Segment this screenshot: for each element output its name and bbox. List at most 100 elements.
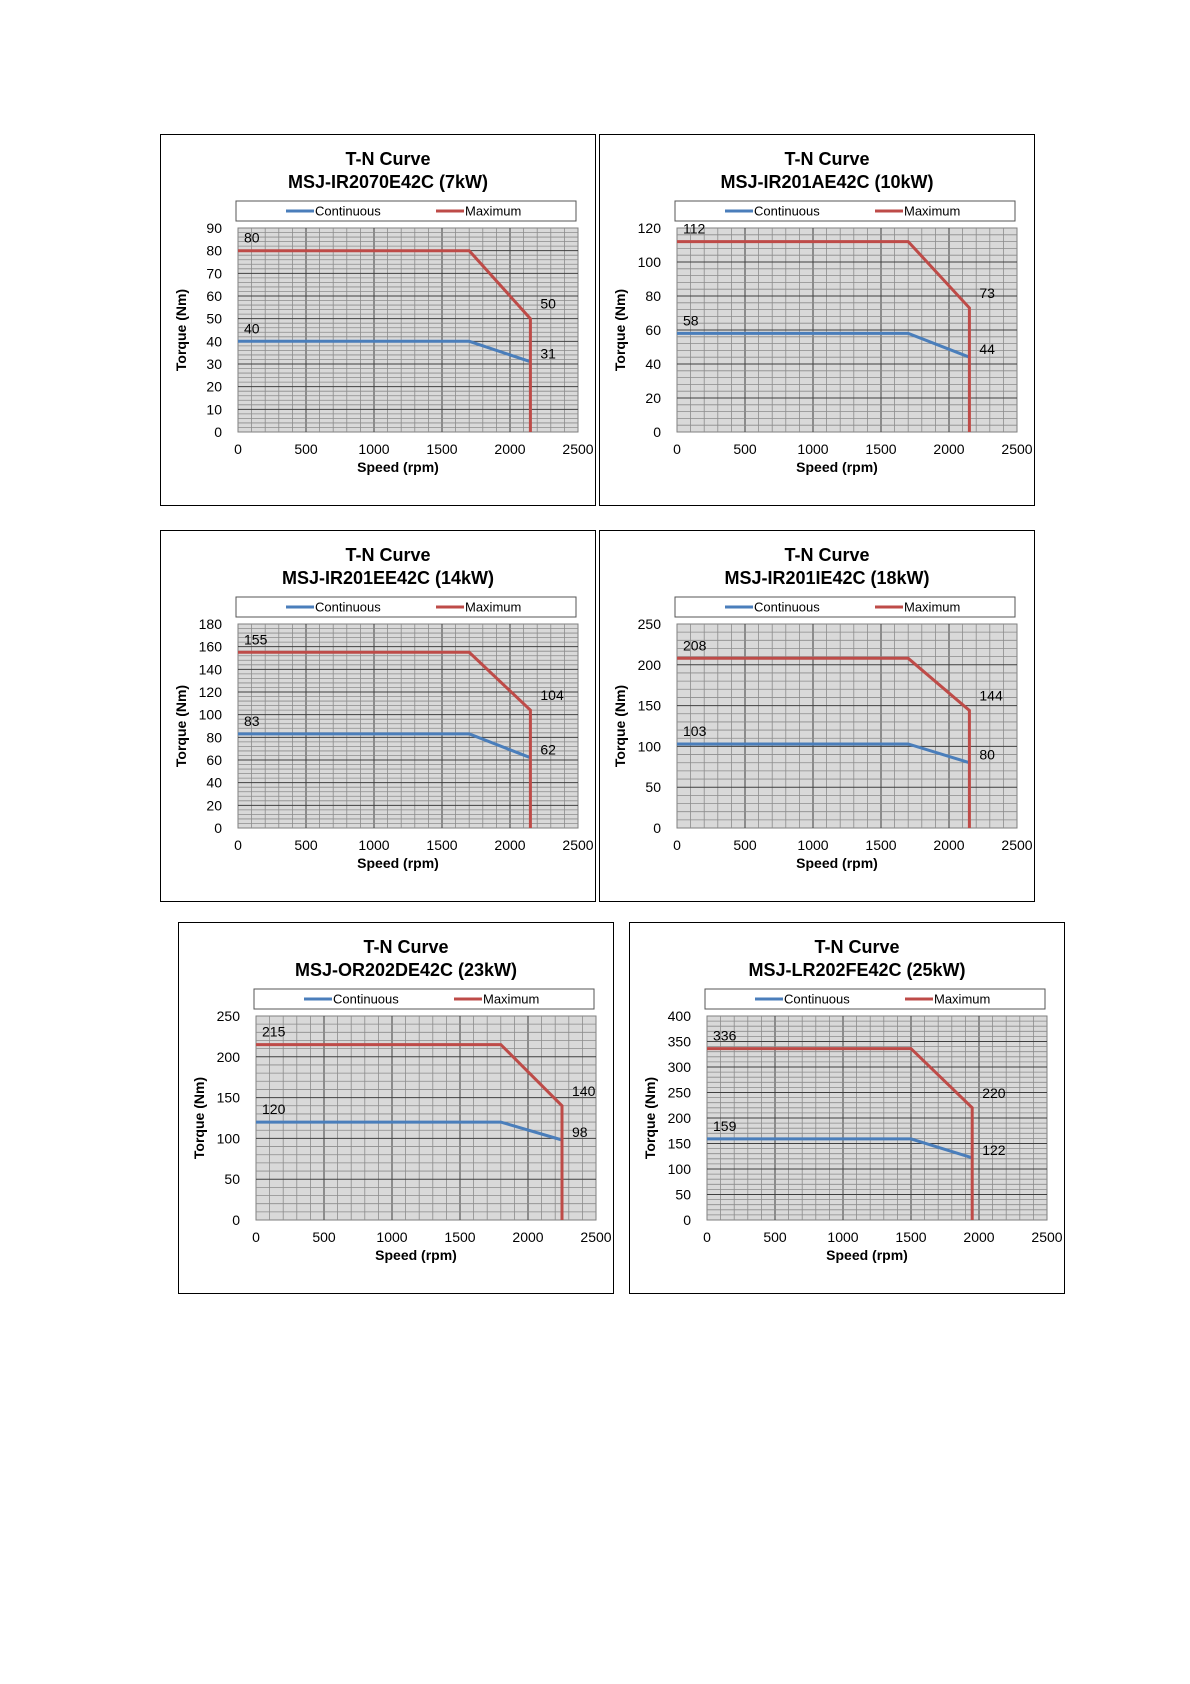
y-tick-label: 0 <box>214 820 222 836</box>
plot-area <box>676 623 1018 829</box>
x-tick-label: 500 <box>763 1229 787 1245</box>
y-tick-label: 100 <box>199 707 223 723</box>
chart-svg-5: T-N Curve MSJ-OR202DE42C (23kW) Continuous… <box>178 922 614 1294</box>
chart-subtitle: MSJ-IR201AE42C (10kW) <box>720 172 933 192</box>
x-tick-label: 2000 <box>494 441 525 457</box>
series-line-maximum <box>256 1043 564 1220</box>
x-tick-label: 1000 <box>797 441 828 457</box>
chart-subtitle: MSJ-IR2070E42C (7kW) <box>288 172 488 192</box>
y-tick-label: 80 <box>206 243 222 259</box>
series-line-maximum <box>238 650 532 828</box>
y-tick-label: 20 <box>206 379 222 395</box>
y-tick-label: 120 <box>199 684 223 700</box>
data-label-maximum: 80 <box>244 230 260 246</box>
y-tick-label: 50 <box>645 779 661 795</box>
y-tick-label: 40 <box>206 775 222 791</box>
x-axis-label: Speed (rpm) <box>357 459 439 475</box>
x-tick-label: 0 <box>234 837 242 853</box>
x-tick-label: 2000 <box>512 1229 543 1245</box>
y-tick-label: 20 <box>206 797 222 813</box>
x-axis-label: Speed (rpm) <box>796 855 878 871</box>
series-line-maximum <box>238 249 532 432</box>
y-tick-label: 180 <box>199 616 223 632</box>
chart-title: T-N Curve <box>363 937 448 957</box>
x-tick-label: 2500 <box>1031 1229 1062 1245</box>
x-tick-label: 1500 <box>426 441 457 457</box>
x-tick-label: 0 <box>673 441 681 457</box>
x-tick-label: 500 <box>294 441 318 457</box>
chart-svg-4: T-N Curve MSJ-IR201IE42C (18kW) Continuous… <box>599 530 1035 902</box>
y-tick-label: 60 <box>206 752 222 768</box>
x-tick-label: 1000 <box>358 441 389 457</box>
data-label-continuous: 159 <box>713 1118 737 1134</box>
y-tick-label: 50 <box>206 311 222 327</box>
y-tick-label: 150 <box>668 1136 692 1152</box>
y-tick-label: 300 <box>668 1059 692 1075</box>
x-tick-label: 500 <box>312 1229 336 1245</box>
series-line-maximum <box>677 240 971 432</box>
x-tick-label: 1000 <box>358 837 389 853</box>
data-label-maximum: 215 <box>262 1024 286 1040</box>
y-tick-label: 10 <box>206 401 222 417</box>
chart-title: T-N Curve <box>345 545 430 565</box>
x-tick-label: 1500 <box>426 837 457 853</box>
y-tick-label: 60 <box>645 322 661 338</box>
y-tick-label: 50 <box>675 1187 691 1203</box>
legend-box <box>704 988 1046 1010</box>
y-tick-label: 100 <box>217 1130 241 1146</box>
y-tick-label: 0 <box>214 424 222 440</box>
y-tick-label: 140 <box>199 661 223 677</box>
data-label-maximum: 208 <box>683 637 707 653</box>
chart-subtitle: MSJ-OR202DE42C (23kW) <box>295 960 517 980</box>
x-tick-label: 2000 <box>933 441 964 457</box>
x-tick-label: 2500 <box>1001 837 1032 853</box>
x-axis-label: Speed (rpm) <box>357 855 439 871</box>
data-label-maximum: 336 <box>713 1028 737 1044</box>
chart-title: T-N Curve <box>345 149 430 169</box>
data-label-continuous: 122 <box>982 1142 1006 1158</box>
chart-svg-1: T-N Curve MSJ-IR2070E42C (7kW) Continuous M… <box>160 134 596 506</box>
y-axis-label: Torque (Nm) <box>642 1077 658 1159</box>
tn-chart-panel-1: T-N Curve MSJ-IR2070E42C (7kW) Continuous M… <box>160 134 596 511</box>
y-tick-label: 0 <box>653 424 661 440</box>
y-tick-label: 160 <box>199 639 223 655</box>
data-label-continuous: 120 <box>262 1101 286 1117</box>
x-tick-label: 0 <box>673 837 681 853</box>
legend-label-continuous: Continuous <box>754 204 820 219</box>
data-label-continuous: 98 <box>572 1124 588 1140</box>
x-tick-label: 2500 <box>1001 441 1032 457</box>
y-axis-label: Torque (Nm) <box>191 1077 207 1159</box>
x-tick-label: 0 <box>703 1229 711 1245</box>
y-tick-label: 40 <box>206 333 222 349</box>
y-tick-label: 40 <box>645 356 661 372</box>
series-line-continuous <box>707 1137 973 1160</box>
data-label-maximum: 73 <box>979 285 995 301</box>
chart-subtitle: MSJ-IR201EE42C (14kW) <box>282 568 494 588</box>
chart-svg-6: T-N Curve MSJ-LR202FE42C (25kW) Continuous… <box>629 922 1065 1294</box>
data-label-continuous: 44 <box>979 341 995 357</box>
y-axis-label: Torque (Nm) <box>173 685 189 767</box>
y-tick-label: 100 <box>638 738 662 754</box>
legend-box <box>235 596 577 618</box>
series-line-continuous <box>256 1120 563 1142</box>
x-axis-label: Speed (rpm) <box>826 1247 908 1263</box>
y-tick-label: 350 <box>668 1034 692 1050</box>
series-line-continuous <box>677 331 970 359</box>
series-line-maximum <box>677 656 971 828</box>
series-line-continuous <box>238 732 531 760</box>
legend-label-continuous: Continuous <box>315 600 381 615</box>
legend-label-maximum: Maximum <box>465 600 521 615</box>
legend-box <box>674 200 1016 222</box>
y-tick-label: 200 <box>217 1049 241 1065</box>
data-label-continuous: 80 <box>979 747 995 763</box>
x-axis-label: Speed (rpm) <box>796 459 878 475</box>
data-label-maximum: 220 <box>982 1085 1006 1101</box>
plot-area <box>237 623 579 829</box>
y-tick-label: 80 <box>206 729 222 745</box>
legend-label-continuous: Continuous <box>754 600 820 615</box>
y-tick-label: 150 <box>638 698 662 714</box>
x-tick-label: 1500 <box>444 1229 475 1245</box>
tn-chart-panel-6: T-N Curve MSJ-LR202FE42C (25kW) Continuous… <box>629 922 1065 1299</box>
y-tick-label: 250 <box>668 1085 692 1101</box>
data-label-continuous: 83 <box>244 713 260 729</box>
